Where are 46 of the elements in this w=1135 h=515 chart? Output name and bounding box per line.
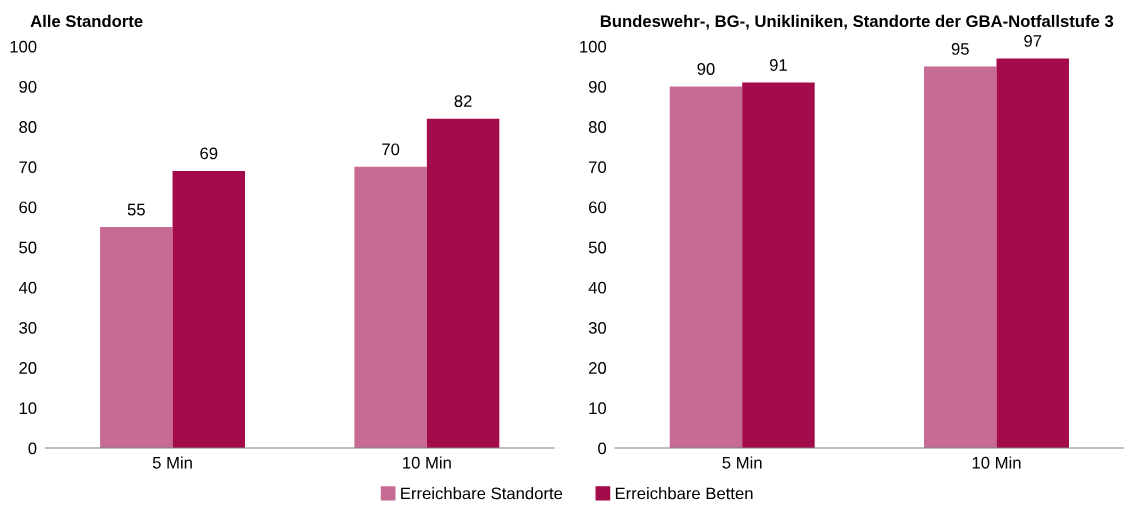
y-tick-label: 10 xyxy=(589,402,607,415)
bar xyxy=(426,118,500,449)
data-label: 82 xyxy=(454,95,472,108)
y-tick-label: 20 xyxy=(589,362,607,374)
x-tick-label: 5 Min xyxy=(722,456,762,469)
y-tick-label: 10 xyxy=(19,402,37,415)
y-tick-label: 50 xyxy=(19,241,37,254)
data-label: 70 xyxy=(382,143,400,156)
y-tick-label: 80 xyxy=(588,121,607,133)
y-tick-label: 40 xyxy=(588,281,607,294)
bar xyxy=(924,66,997,449)
bar xyxy=(172,170,246,449)
y-tick-label: 0 xyxy=(598,442,607,455)
x-tick-label: 10 Min xyxy=(403,456,451,469)
bar xyxy=(742,82,815,449)
y-tick-label: 30 xyxy=(588,321,607,334)
y-tick-label: 40 xyxy=(18,281,37,294)
bar xyxy=(669,86,743,449)
data-label: 95 xyxy=(951,43,969,55)
chart-title: Alle Standorte xyxy=(30,14,143,28)
bar xyxy=(100,227,173,449)
legend-label: Erreichbare Standorte xyxy=(401,487,563,500)
data-label: 91 xyxy=(769,59,787,71)
data-label: 90 xyxy=(697,63,715,75)
y-tick-label: 70 xyxy=(589,161,607,174)
y-tick-label: 100 xyxy=(10,40,37,53)
data-label: 55 xyxy=(127,203,145,216)
y-tick-label: 50 xyxy=(588,241,607,254)
y-tick-label: 90 xyxy=(19,80,37,93)
y-tick-label: 90 xyxy=(588,80,607,93)
legend-label: Erreichbare Betten xyxy=(615,487,753,500)
bar xyxy=(996,58,1069,449)
y-tick-label: 70 xyxy=(19,161,37,174)
y-tick-label: 20 xyxy=(19,362,37,374)
data-label: 69 xyxy=(200,147,218,160)
y-tick-label: 30 xyxy=(19,321,37,334)
x-tick-label: 5 Min xyxy=(152,456,192,469)
y-tick-label: 60 xyxy=(19,201,37,214)
x-tick-label: 10 Min xyxy=(972,456,1021,469)
bar xyxy=(354,166,427,449)
y-tick-label: 80 xyxy=(19,121,37,133)
y-tick-label: 100 xyxy=(580,40,607,53)
chart-title: Bundeswehr-, BG-, Unikliniken, Standorte der GBA-Notfallstufe 3 xyxy=(600,14,1114,30)
data-label: 97 xyxy=(1024,34,1042,47)
y-tick-label: 0 xyxy=(28,442,37,455)
y-tick-label: 60 xyxy=(589,201,607,214)
